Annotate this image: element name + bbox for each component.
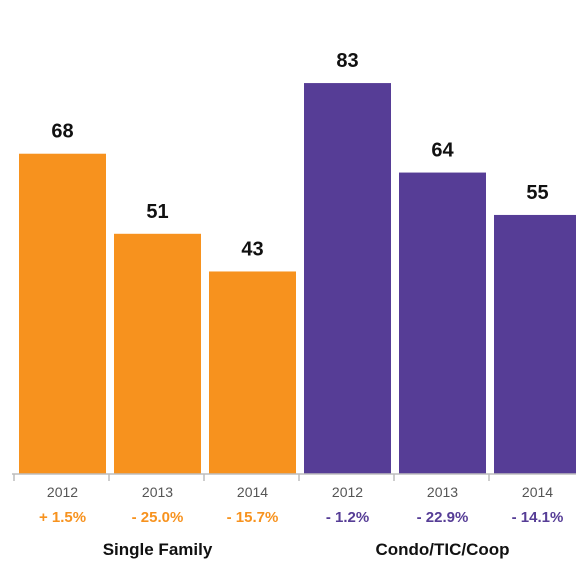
year-tick-label: 2014 (522, 484, 553, 500)
bar (19, 153, 106, 474)
change-label: - 1.2% (326, 509, 369, 526)
bar-value-label: 51 (146, 201, 168, 223)
year-tick-label: 2013 (427, 484, 458, 500)
bar (209, 271, 296, 474)
labels-layer: 68 2012 + 1.5% 51 2013 - 25.0% 43 2014 - 15.7% Si… (39, 50, 563, 559)
bar-value-label: 68 (51, 121, 73, 143)
bar-value-label: 64 (431, 140, 454, 162)
change-label: - 22.9% (417, 509, 469, 526)
bar (399, 172, 486, 474)
bar-value-label: 43 (241, 238, 263, 260)
bar-value-label: 83 (336, 50, 358, 72)
group-label: Condo/TIC/Coop (375, 540, 509, 559)
year-tick-label: 2013 (142, 484, 173, 500)
group-label: Single Family (103, 540, 213, 559)
x-axis (12, 473, 576, 481)
bar (114, 233, 201, 474)
bar-value-label: 55 (526, 182, 548, 204)
year-tick-label: 2012 (47, 484, 78, 500)
change-label: - 15.7% (227, 509, 279, 526)
change-label: - 14.1% (512, 509, 564, 526)
bar (304, 83, 391, 474)
bar (494, 214, 576, 474)
change-label: - 25.0% (132, 509, 184, 526)
bars-layer (19, 83, 576, 474)
change-label: + 1.5% (39, 509, 86, 526)
year-tick-label: 2014 (237, 484, 268, 500)
year-tick-label: 2012 (332, 484, 363, 500)
